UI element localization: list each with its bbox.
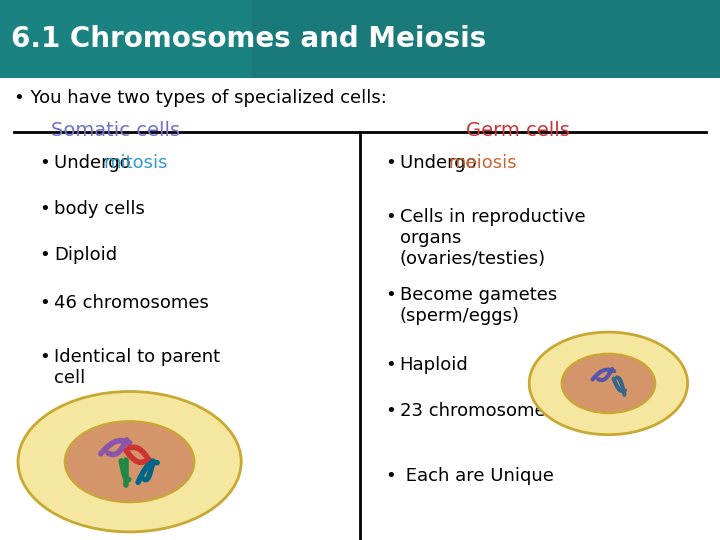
Text: 23 chromosomes: 23 chromosomes xyxy=(400,402,554,420)
Ellipse shape xyxy=(65,421,194,502)
Text: Each are Unique: Each are Unique xyxy=(400,467,554,485)
Text: •: • xyxy=(385,402,396,420)
Text: body cells: body cells xyxy=(54,200,145,218)
Text: Cells in reproductive
organs
(ovaries/testies): Cells in reproductive organs (ovaries/te… xyxy=(400,208,585,267)
Text: Identical to parent
cell: Identical to parent cell xyxy=(54,348,220,387)
FancyBboxPatch shape xyxy=(0,0,252,78)
Text: Somatic cells: Somatic cells xyxy=(50,122,180,140)
FancyBboxPatch shape xyxy=(0,0,720,78)
Text: •: • xyxy=(40,348,50,366)
Ellipse shape xyxy=(18,392,241,532)
Text: Undergo: Undergo xyxy=(54,154,136,172)
Text: Haploid: Haploid xyxy=(400,356,468,374)
Text: •: • xyxy=(385,208,396,226)
Text: •: • xyxy=(40,246,50,264)
Text: •: • xyxy=(40,294,50,312)
Text: Diploid: Diploid xyxy=(54,246,117,264)
Text: •: • xyxy=(385,286,396,304)
Text: 46 chromosomes: 46 chromosomes xyxy=(54,294,209,312)
Text: Become gametes
(sperm/eggs): Become gametes (sperm/eggs) xyxy=(400,286,557,325)
Ellipse shape xyxy=(562,354,655,413)
Ellipse shape xyxy=(529,332,688,435)
Text: •: • xyxy=(385,356,396,374)
Text: •: • xyxy=(40,154,50,172)
Text: Germ cells: Germ cells xyxy=(467,122,570,140)
Text: • You have two types of specialized cells:: • You have two types of specialized cell… xyxy=(14,89,387,107)
Text: 6.1 Chromosomes and Meiosis: 6.1 Chromosomes and Meiosis xyxy=(11,25,486,53)
Text: meiosis: meiosis xyxy=(449,154,517,172)
Text: Undergo: Undergo xyxy=(400,154,482,172)
Text: •: • xyxy=(385,467,396,485)
Text: •: • xyxy=(40,200,50,218)
Text: mitosis: mitosis xyxy=(103,154,168,172)
Text: •: • xyxy=(385,154,396,172)
